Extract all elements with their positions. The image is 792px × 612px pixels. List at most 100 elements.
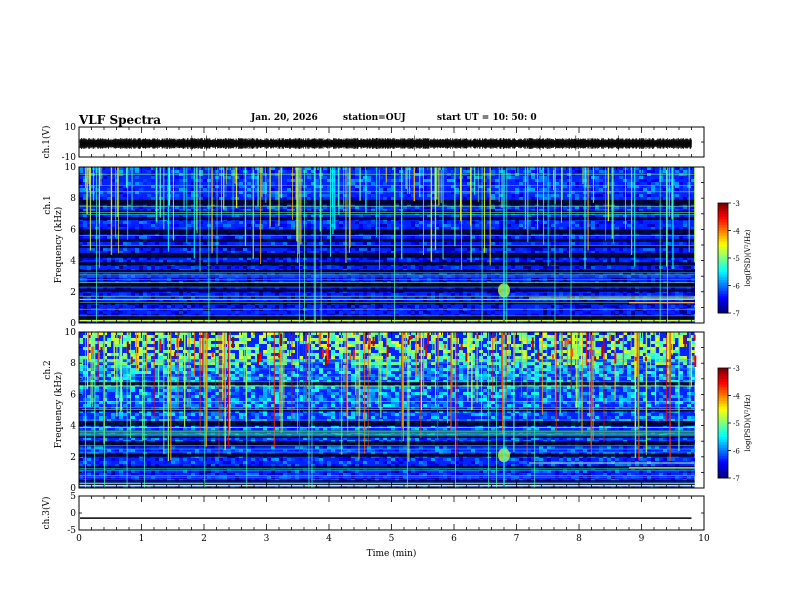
ch1-cell [283, 209, 287, 212]
ch1-cell [431, 185, 435, 188]
ch1-cell [247, 260, 251, 263]
ch1-cell [191, 206, 195, 209]
ch1-cell [483, 248, 487, 251]
ch1-cell [363, 227, 367, 230]
ch1-cell [651, 224, 655, 227]
ch1-cell [123, 209, 127, 212]
ch1-cell [563, 170, 567, 173]
ch1-cell [563, 320, 567, 323]
ch1-cell [443, 272, 447, 275]
ch1-cell [179, 209, 183, 212]
ch1-cell [223, 209, 227, 212]
ch1-cell [491, 287, 495, 290]
ch1-cell [603, 320, 607, 323]
ch1-cell [511, 194, 515, 197]
ch1-cell [455, 257, 459, 260]
ch1-cell [495, 305, 499, 308]
ch1-cell [175, 242, 179, 245]
ch1-cell [487, 188, 491, 191]
ch1-cell [255, 167, 259, 170]
ch1-cell [655, 299, 659, 302]
ch1-cell [463, 236, 467, 239]
ch1-cell [415, 209, 419, 212]
ch1-cell [187, 251, 191, 254]
ch1-cell [359, 179, 363, 182]
ch1-cell [219, 296, 223, 299]
ch1-cell [651, 260, 655, 263]
ch1-cell [615, 233, 619, 236]
ch1-cell [639, 266, 643, 269]
ch1-cell [487, 275, 491, 278]
ch1-cell [555, 221, 559, 224]
ch1-cell [375, 296, 379, 299]
ch1-cell [619, 167, 623, 170]
ch1-cell [631, 296, 635, 299]
ch1-cell [79, 236, 83, 239]
ch1-cell [163, 209, 167, 212]
ch1-cell [555, 296, 559, 299]
ch1-cell [403, 266, 407, 269]
ch2-cell [87, 437, 91, 440]
ch1-colorbar-swatch [718, 241, 728, 245]
ch1-cell [423, 296, 427, 299]
ch1-cell [491, 209, 495, 212]
ch1-cell [659, 191, 663, 194]
ch1-cell [607, 248, 611, 251]
ch1-cell [491, 179, 495, 182]
ch1-cell [303, 296, 307, 299]
ch1-cell [287, 185, 291, 188]
ch1-cell [515, 266, 519, 269]
ch1-cell [111, 179, 115, 182]
ch1-cell [399, 191, 403, 194]
ch1-cell [563, 260, 567, 263]
ch1-cell [203, 272, 207, 275]
ch1-cell [335, 293, 339, 296]
ch1-cell [247, 275, 251, 278]
ch1-cell [395, 272, 399, 275]
ch1-cell [415, 257, 419, 260]
ch1-cell [199, 194, 203, 197]
ch1-cell [399, 179, 403, 182]
ch1-cell [691, 293, 695, 296]
ch1-cell [299, 287, 303, 290]
ch1-cell [271, 227, 275, 230]
ch1-cell [459, 221, 463, 224]
ch1-cell [663, 188, 667, 191]
ch1-cell [151, 236, 155, 239]
ch1-cell [239, 320, 243, 323]
ch1-cell [459, 224, 463, 227]
ch1-cell [203, 311, 207, 314]
ch1-cell [391, 320, 395, 323]
ch1-cell [303, 305, 307, 308]
ch1-cell [487, 197, 491, 200]
ch1-cell [379, 206, 383, 209]
ch1-cell [535, 287, 539, 290]
ch1-cell [203, 197, 207, 200]
ch1-cell [295, 299, 299, 302]
ch1-cell [143, 305, 147, 308]
ch1-cell [527, 248, 531, 251]
ch1-cell [467, 311, 471, 314]
ch1-cell [187, 296, 191, 299]
ch1-colorbar-swatch [718, 291, 728, 295]
ch1-cell [555, 260, 559, 263]
ch1-cell [187, 197, 191, 200]
ch1-cell [191, 320, 195, 323]
ch1-colorbar-swatch [718, 230, 728, 234]
ch1-cell [395, 257, 399, 260]
ch1-cell [691, 206, 695, 209]
ch1-cell [683, 272, 687, 275]
ch1-cell [375, 170, 379, 173]
ch1-cell [407, 209, 411, 212]
ch1-cell [691, 287, 695, 290]
ch1-cell [283, 206, 287, 209]
ch1-cell [119, 221, 123, 224]
ch1-cell [683, 224, 687, 227]
ch1-cell [311, 296, 315, 299]
ch1-cell [471, 275, 475, 278]
ch1-cell [363, 296, 367, 299]
ch1-cell [415, 170, 419, 173]
ch1-cell [467, 176, 471, 179]
ch1-cell [91, 209, 95, 212]
ch1-cell [119, 257, 123, 260]
